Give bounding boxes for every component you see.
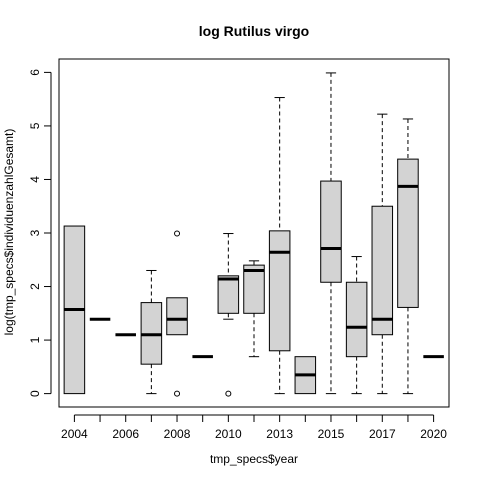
y-tick-label: 1 [28, 336, 42, 343]
box-2008 [166, 230, 188, 397]
x-tick-label: 2017 [369, 427, 396, 441]
x-tick-label: 2008 [164, 427, 191, 441]
box-iqr [371, 205, 394, 336]
x-axis: 2004 2006 2008 2010 2013 2015 2017 2020 [61, 414, 447, 441]
box-2015 [320, 72, 342, 395]
box-2004 [63, 225, 86, 395]
x-tick-label: 2006 [112, 427, 139, 441]
outlier-point [174, 230, 181, 237]
box-2013 [268, 97, 291, 395]
box-iqr [345, 281, 368, 358]
y-axis: 0 1 2 3 4 5 6 [28, 69, 52, 397]
box-2017 [371, 113, 394, 395]
y-axis-label: log(tmp_specs$individuenzahlGesamt) [2, 129, 16, 336]
y-tick-label: 0 [28, 390, 42, 397]
y-tick-label: 6 [28, 69, 42, 76]
box-2010 [217, 233, 240, 397]
box-iqr [166, 297, 188, 336]
box-2016 [345, 256, 368, 395]
x-tick-label: 2013 [266, 427, 293, 441]
box-2011 [243, 260, 265, 358]
box-iqr [243, 264, 265, 314]
outlier-point [225, 390, 232, 397]
box-iqr [217, 275, 240, 314]
y-tick-label: 2 [28, 283, 42, 290]
y-tick-label: 5 [28, 122, 42, 129]
box-2007 [140, 269, 163, 395]
box-iqr [320, 180, 342, 283]
plot-frame [58, 58, 450, 408]
chart-title: log Rutilus virgo [199, 23, 309, 39]
outlier-point [174, 390, 181, 397]
box-2018 [397, 118, 419, 395]
box-2014 [294, 356, 317, 395]
y-tick-label: 4 [28, 176, 42, 183]
x-tick-label: 2020 [420, 427, 447, 441]
x-axis-label: tmp_specs$year [210, 452, 298, 466]
y-tick-label: 3 [28, 229, 42, 236]
box-iqr [268, 230, 291, 352]
x-tick-label: 2010 [215, 427, 242, 441]
boxes-group [63, 72, 444, 397]
x-tick-label: 2015 [318, 427, 345, 441]
box-iqr [397, 158, 419, 308]
x-tick-label: 2004 [61, 427, 88, 441]
